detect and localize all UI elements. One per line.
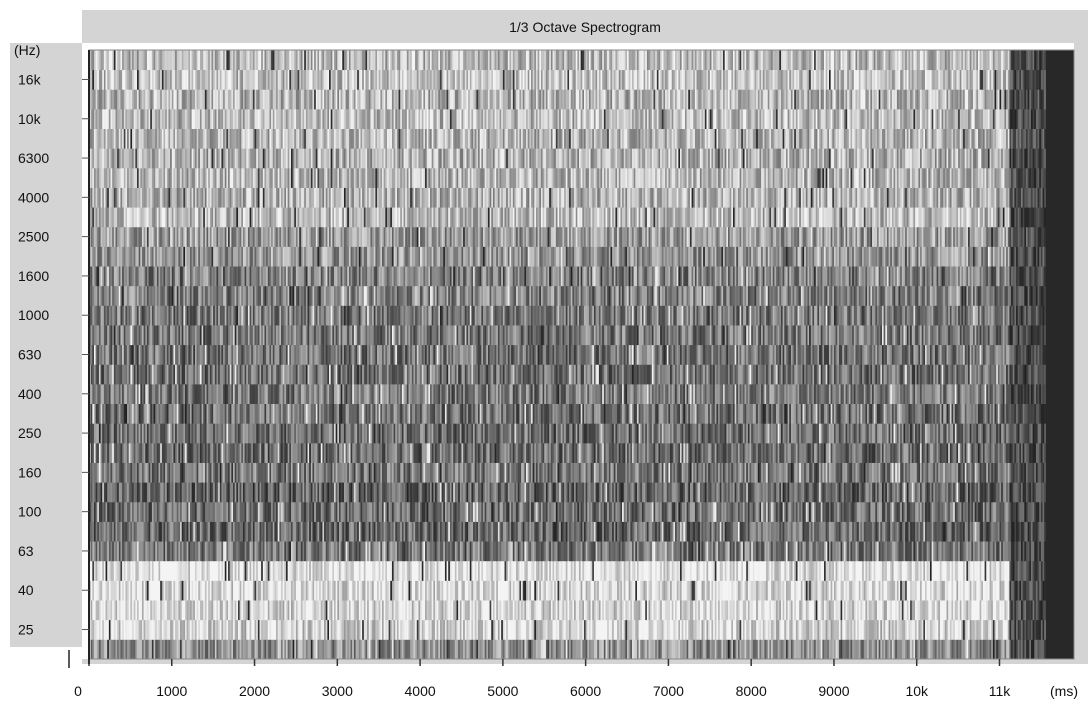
y-unit-label: (Hz) [14, 42, 40, 58]
x-unit-label: (ms) [1050, 683, 1078, 699]
chart-title: 1/3 Octave Spectrogram [509, 19, 661, 35]
right-panel-strip [1074, 43, 1088, 664]
heatmap-cells [89, 50, 1074, 659]
